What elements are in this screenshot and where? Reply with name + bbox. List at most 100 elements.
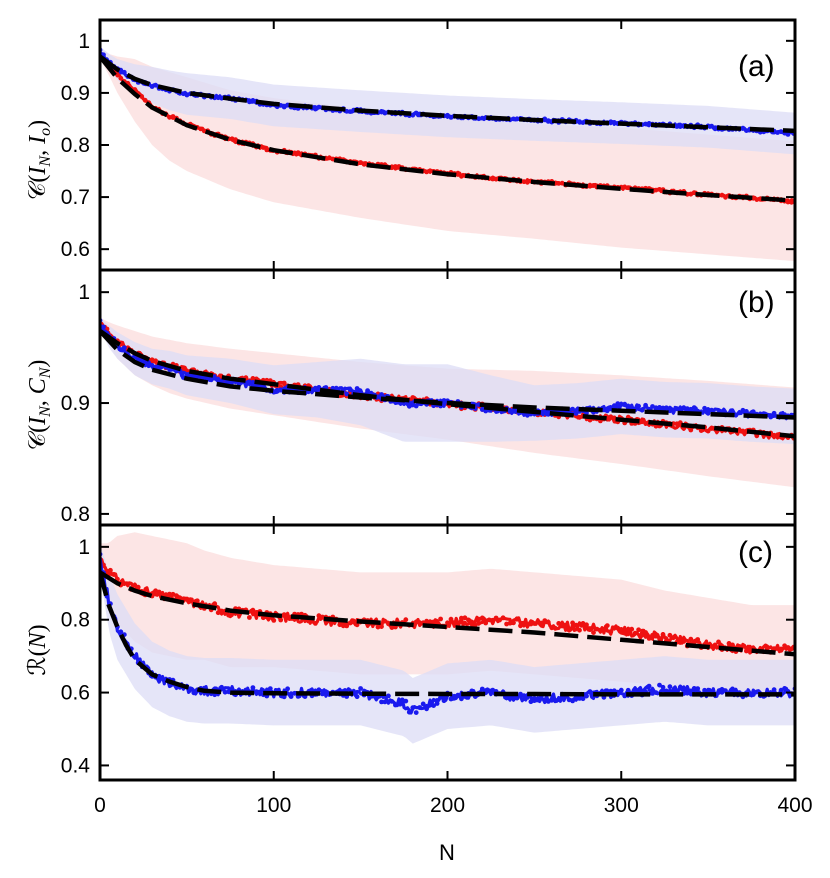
panel-b-blue-point: [413, 403, 419, 409]
panel-c-red-point: [434, 620, 440, 626]
panel-a-blue-point: [153, 82, 159, 88]
panel-a-ytick-label: 0.8: [61, 134, 90, 157]
panel-c-red-point: [177, 595, 183, 601]
panel-b-blue-point: [406, 403, 412, 409]
panel-a-red-point: [139, 94, 145, 99]
panel-b-red-point: [153, 358, 159, 364]
panel-b-blue-point: [347, 387, 353, 392]
panel-a-red-point: [691, 190, 697, 196]
panel-c-blue-point: [695, 686, 701, 691]
panel-c-blue-point: [716, 690, 721, 695]
panel-c-blue-point: [323, 689, 329, 695]
panel-c-red-point: [681, 639, 687, 644]
panel-c-blue-point: [455, 692, 461, 698]
panel-a-red-point: [455, 170, 461, 176]
panel-c-blue-point: [556, 697, 562, 702]
panel-b-blue-point: [737, 410, 742, 416]
panel-b-blue-point: [542, 409, 548, 414]
panel-c-blue-point: [118, 629, 124, 635]
x-tick-label: 400: [777, 794, 812, 817]
panel-a-ylabel-arg2: I: [25, 135, 51, 145]
panel-c-blue-point: [625, 687, 631, 693]
panel-a-red-point: [556, 181, 562, 186]
panel-a-red-point: [142, 97, 148, 103]
panel-b-ylabel-arg2: C: [25, 377, 51, 394]
panel-b-blue-point: [333, 385, 339, 391]
panel-b-red-point: [611, 415, 617, 421]
panel-c-blue-point: [431, 703, 436, 708]
panel-a-red-point: [264, 147, 270, 153]
panel-b-blue-point: [379, 392, 384, 397]
panel-b-blue-point: [733, 412, 739, 418]
panel-c-blue-point: [226, 689, 232, 695]
panel-b-blue-point: [344, 391, 350, 397]
panel-c-blue-point: [229, 686, 235, 692]
panel-c-red-point: [643, 630, 648, 635]
panel-c-ytick-label: 0.8: [61, 609, 90, 632]
panel-a-ylabel-sub1: N: [37, 155, 54, 168]
panel-b-ylabel-func: 𝒞: [25, 430, 51, 450]
panel-b-red-point: [775, 432, 780, 438]
panel-c-red-point: [691, 639, 697, 645]
panel-c-red-point: [716, 639, 721, 645]
panel-c-blue-point: [448, 696, 454, 702]
panel-c-blue-point: [684, 690, 690, 696]
panel-c-blue-point: [288, 694, 294, 699]
panel-c-blue-point: [292, 690, 297, 696]
panel-c-red-point: [552, 625, 558, 631]
panel-c-red-point: [740, 643, 746, 649]
panel-c-blue-point: [511, 695, 516, 701]
panel-a-red-point: [490, 176, 496, 182]
panel-c-blue-point: [410, 705, 416, 711]
panel-c-blue-point: [132, 654, 138, 659]
panel-c-red-point: [212, 601, 218, 607]
panel-c-blue-point: [657, 682, 662, 688]
panel-a-blue-point: [785, 132, 791, 137]
panel-c-red-point: [135, 584, 141, 590]
panel-c-blue-point: [257, 689, 263, 695]
panel-c-blue-point: [677, 684, 683, 690]
panel-c-blue-point: [441, 698, 447, 704]
panel-b-label: (b): [738, 286, 775, 319]
panel-c-red-point: [497, 617, 502, 623]
panel-c-blue-point: [667, 684, 673, 690]
panel-c-red-point: [639, 632, 645, 638]
panel-b-blue-point: [622, 401, 628, 407]
panel-a-blue-point: [344, 108, 350, 114]
panel-a-ylabel-arg1: I: [25, 166, 51, 176]
panel-a-red-point: [719, 192, 725, 198]
panel-b-blue-point: [611, 403, 617, 409]
panel-c-blue-point: [406, 709, 412, 715]
panel-c-blue-point: [424, 706, 429, 712]
panel-b-blue-point: [441, 398, 447, 403]
x-axis-label: N: [439, 840, 455, 865]
panel-c-red-point: [379, 624, 384, 629]
panel-c-red-point: [591, 630, 596, 635]
panel-c-red-point: [448, 616, 454, 622]
panel-c-red-point: [479, 615, 485, 621]
x-tick-label: 300: [604, 794, 639, 817]
panel-c-red-point: [351, 619, 357, 625]
panel-c-red-point: [532, 621, 537, 626]
fit-lines-layer: [100, 54, 795, 697]
panel-a-red-point: [118, 75, 124, 81]
panel-c-blue-point: [389, 699, 395, 704]
panel-c-ytick-label: 1: [78, 536, 90, 559]
panel-c-blue-point: [382, 699, 388, 705]
panel-c-red-point: [219, 608, 225, 614]
panel-c-red-point: [611, 625, 617, 631]
panel-b-blue-point: [709, 407, 714, 413]
panel-c-red-point: [636, 627, 641, 633]
panel-c-red-point: [281, 612, 287, 617]
panel-a-red-point: [292, 150, 297, 156]
panel-c-red-point: [688, 636, 694, 642]
panel-c-red-point: [570, 620, 575, 626]
panel-c-blue-point: [188, 686, 193, 692]
panel-c-red-point: [563, 622, 569, 628]
panel-c-label: (c): [738, 536, 773, 569]
panel-b-blue-point: [691, 405, 697, 410]
panel-c-blue-point: [285, 686, 290, 692]
panel-c-blue-point: [549, 697, 555, 703]
panel-b-blue-point: [671, 409, 676, 414]
